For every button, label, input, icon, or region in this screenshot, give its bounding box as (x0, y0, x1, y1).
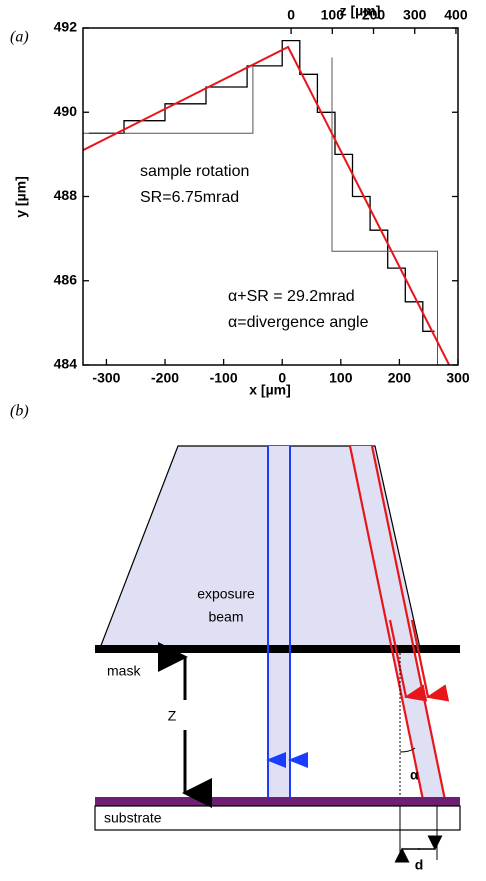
y-tick-label: 484 (54, 356, 78, 372)
angle-label: α (410, 767, 419, 783)
x-tick-label: -300 (92, 370, 120, 386)
beam-label: beam (208, 609, 243, 625)
mask-label: mask (107, 663, 141, 679)
angle-arc (399, 747, 416, 753)
x-tick-label: -100 (210, 370, 238, 386)
x2-axis-label: z [µm] (340, 3, 381, 19)
y-tick-label: 492 (54, 19, 78, 35)
y-axis-label: y [µm] (13, 176, 29, 218)
y-tick-label: 488 (54, 187, 78, 203)
x2-tick-label: 400 (444, 7, 468, 23)
annotation: sample rotation (140, 163, 249, 180)
beam-ray (348, 445, 425, 801)
data-line (83, 57, 438, 365)
gap-label: Z (168, 708, 177, 724)
offset-label: d (415, 857, 424, 873)
data-line (88, 39, 435, 332)
resist-layer (95, 797, 460, 806)
x-tick-label: 200 (388, 370, 412, 386)
beam-ray (370, 445, 447, 801)
y-tick-label: 486 (54, 271, 78, 287)
x-axis-label: x [µm] (249, 382, 291, 398)
substrate-label: substrate (104, 810, 162, 826)
x2-tick-label: 0 (287, 7, 295, 23)
beam-arrow (410, 619, 450, 702)
y-tick-label: 490 (54, 103, 78, 119)
vertical-beam (268, 446, 290, 800)
beam-label: exposure (197, 586, 255, 602)
annotation: SR=6.75mrad (140, 189, 239, 206)
x2-tick-label: 100 (321, 7, 345, 23)
x2-tick-label: 200 (362, 7, 386, 23)
diagram: (b) exposure beam mask α substrate Z d (10, 403, 461, 873)
mask (95, 645, 460, 653)
annotation: α=divergence angle (228, 314, 369, 331)
data-line (82, 45, 451, 366)
panel-label: (a) (10, 29, 29, 46)
beam-arrow (388, 619, 428, 702)
x-tick-label: 100 (329, 370, 353, 386)
substrate (94, 805, 461, 831)
panel-label: (b) (10, 403, 29, 420)
annotation: α+SR = 29.2mrad (228, 288, 355, 305)
x2-tick-label: 300 (403, 7, 427, 23)
x-tick-label: -200 (151, 370, 179, 386)
x-tick-label: 300 (446, 370, 470, 386)
tilted-beam (350, 446, 445, 800)
x-tick-label: 0 (278, 370, 286, 386)
